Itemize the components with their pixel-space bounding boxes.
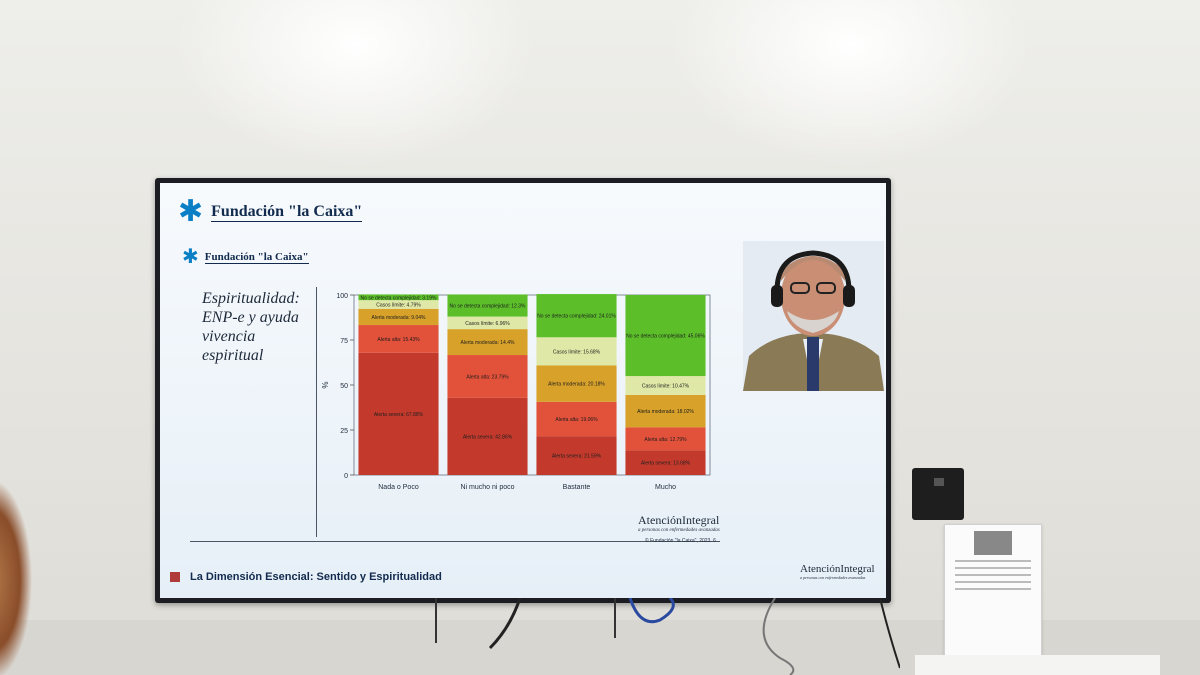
data-label: Alerta alta: 12.79% [644,437,687,443]
atencion-integral-logo-bottom: AtenciónIntegral a personas con enfermed… [800,563,875,580]
bar-segment [536,294,617,338]
bottom-title: La Dimensión Esencial: Sentido y Espirit… [190,571,442,583]
tv-display: ✱ Fundación "la Caixa" ✱ Fundación "la C… [155,178,891,603]
data-label: Alerta severa: 42.86% [463,434,513,440]
slide-title: Espiritualidad: ENP-e y ayuda vivencia e… [202,289,312,365]
divider-vertical [316,287,317,537]
poster-line [955,560,1031,562]
device-port [934,478,944,486]
bar-segment [625,394,706,428]
atencion-integral-logo: AtenciónIntegral a personas con enfermed… [638,513,720,533]
slide-title-line: ENP-e y ayuda [202,309,299,326]
stacked-bar-chart: 0 25 50 75 100% Alerta severa: 67.88% Alerta a… [321,293,711,491]
bar-segment [536,401,617,437]
lanyard [807,337,819,391]
slide-title-line: Espiritualidad: [202,290,300,307]
face [781,256,845,336]
data-label: Alerta moderada: 14.4% [461,340,515,346]
category-label: Bastante [563,484,591,491]
webcam-feed [743,241,884,391]
y-tick-label: 75 [340,338,348,345]
header-logo: ✱ Fundación "la Caixa" [178,195,363,228]
poster-line [955,588,1031,590]
bar-segment [358,308,439,326]
data-label: Casos límite: 10.47% [642,383,690,389]
data-label: Alerta severa: 13.68% [641,461,691,467]
slide-title-line: vivencia [202,328,256,345]
data-label: No se detecta complejidad: 45.06% [626,334,705,340]
poster-image [974,531,1012,555]
data-label: Alerta severa: 21.59% [552,454,602,460]
bar-segment [625,450,706,475]
caixa-star-icon: ✱ [178,195,204,228]
bar-segment [536,337,617,366]
sub-brand: Fundación "la Caixa" [204,250,309,264]
bar-segment [358,294,439,301]
data-label: Alerta moderada: 18.02% [637,409,694,415]
data-label: No se detecta complejidad: 3.19% [361,295,437,301]
person-hair [0,470,32,675]
bar-segment [447,355,528,398]
bar-segment [358,352,439,475]
category-label: Ni mucho ni poco [460,484,514,491]
y-tick-label: 100 [336,293,348,300]
category-label: Nada o Poco [378,484,419,491]
data-label: Casos límite: 15.68% [553,349,601,355]
data-label: Casos límite: 6.96% [465,321,510,327]
bar-segment [625,294,706,377]
bar-segment [625,376,706,395]
poster-line [955,567,1031,569]
data-label: Alerta severa: 67.88% [374,412,424,418]
header-brand: Fundación "la Caixa" [211,202,363,222]
slide-title-line: espiritual [202,347,264,364]
bar-segment [625,427,706,451]
poster-line [955,574,1031,576]
y-tick-label: 50 [340,383,348,390]
atencion-integral-sub: a personas con enfermedades avanzadas [638,528,720,533]
caixa-star-icon: ✱ [182,246,199,268]
atencion-integral-name: AtenciónIntegral [638,513,720,527]
wall-device [912,468,964,520]
beard [787,311,839,333]
atencion-integral-sub: a personas con enfermedades avanzadas [800,575,866,580]
bar-segment [447,316,528,330]
data-label: Casos límite: 4.79% [376,302,421,308]
red-square-icon [170,572,180,582]
bar-segment [447,329,528,356]
cables [435,598,900,675]
bar-segment [358,300,439,309]
headphones [774,250,852,292]
y-axis-label: % [321,381,330,388]
bottom-bar: La Dimensión Esencial: Sentido y Espirit… [170,571,442,583]
sub-logo: ✱ Fundación "la Caixa" [182,247,309,267]
wall-poster [944,524,1042,656]
data-label: Alerta alta: 15.43% [377,337,420,343]
presenter-image [743,241,884,391]
data-label: No se detecta complejidad: 24.01% [537,314,616,320]
category-label: Mucho [655,484,676,491]
bar-segment [447,397,528,475]
data-label: Alerta moderada: 20.18% [548,382,605,388]
y-tick-label: 25 [340,428,348,435]
copyright-text: © Fundación "la Caixa", 2023. 6 [645,538,716,544]
data-label: Alerta moderada: 9.04% [372,315,426,321]
slide-screen: ✱ Fundación "la Caixa" ✱ Fundación "la C… [160,183,886,598]
atencion-integral-name: AtenciónIntegral [800,563,875,575]
data-label: Alerta alta: 19.06% [555,417,598,423]
divider-horizontal [190,541,720,542]
bar-segment [536,436,617,475]
bar-segment [358,325,439,353]
shelf [915,655,1160,675]
poster-line [955,581,1031,583]
data-label: Alerta alta: 23.79% [466,374,509,380]
bar-segment [536,365,617,402]
bar-segment [447,294,528,317]
y-tick-label: 0 [344,473,348,480]
data-label: No se detecta complejidad: 12.3% [450,304,526,310]
